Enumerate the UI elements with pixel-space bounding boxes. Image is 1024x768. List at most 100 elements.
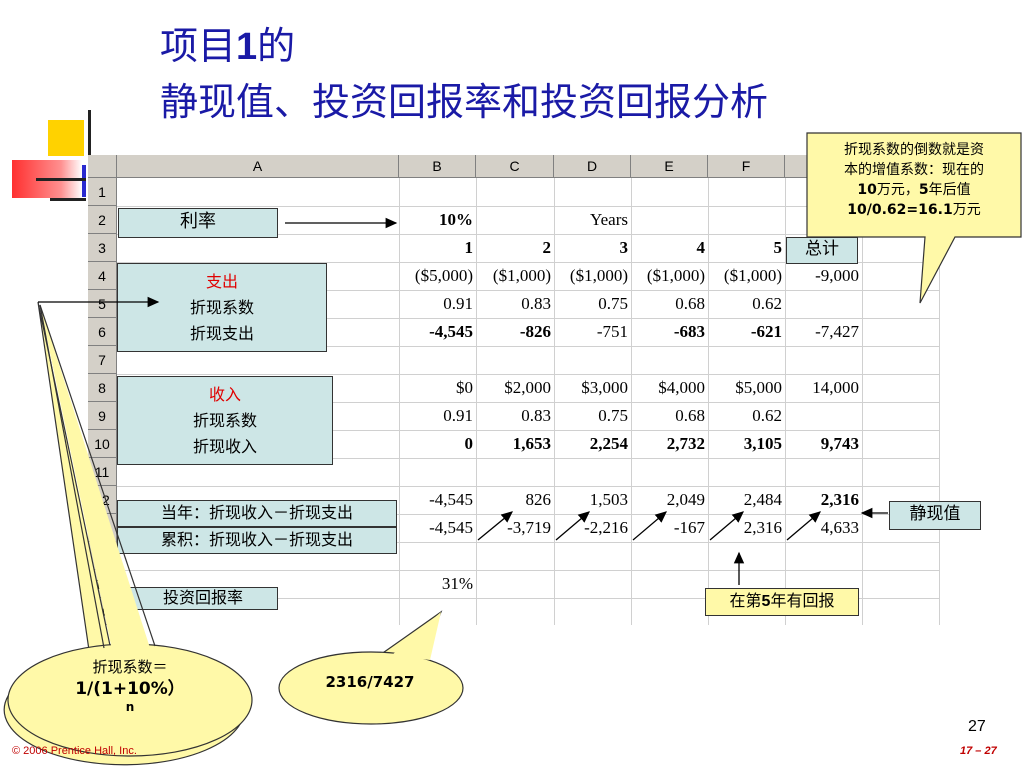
callout-top-right-text: 折现系数的倒数就是资 本的增值系数：现在的 10万元，5年后值 10/0.62=…: [844, 142, 984, 218]
label-payback: 在第5年有回报: [705, 588, 859, 616]
row-header-5: 5: [88, 290, 117, 318]
cell-r10-d: 2,254: [589, 434, 628, 453]
cell-r6-f: -621: [750, 322, 782, 341]
col-header-a: A: [117, 155, 399, 178]
cell-year-4: 4: [696, 238, 706, 257]
cell-r10-b: 0: [464, 434, 474, 453]
cell-years-label: Years: [590, 210, 628, 229]
label-current-year: 当年：折现收入－折现支出: [117, 500, 397, 527]
cell-r9-f: 0.62: [752, 406, 782, 425]
cell-r4-f: ($1,000): [723, 266, 782, 285]
cell-r4-e: ($1,000): [646, 266, 705, 285]
cell-r13-e: -167: [673, 518, 705, 537]
cell-r8-b: $0: [456, 378, 473, 397]
cell-r13-b: -4,545: [429, 518, 473, 537]
cell-r13-c: -3,719: [507, 518, 551, 537]
cell-r8-e: $4,000: [658, 378, 705, 397]
label-npv: 静现值: [889, 501, 981, 530]
cell-r10-g: 9,743: [820, 434, 859, 453]
cell-r12-e: 2,049: [666, 490, 705, 509]
cell-year-5: 5: [773, 238, 783, 257]
row-header-10: 10: [88, 430, 117, 458]
decor-logo: [0, 110, 120, 220]
arrow-g: [786, 511, 821, 541]
row-header-1: 1: [88, 178, 117, 206]
cell-r6-g: -7,427: [815, 322, 859, 341]
slide-title-line2: 静现值、投资回报率和投资回报分析: [160, 80, 769, 124]
cell-r12-d: 1,503: [589, 490, 628, 509]
callout-oval-ellipse: [278, 651, 464, 725]
row-header-2: 2: [88, 206, 117, 234]
page-number: 27: [968, 718, 986, 735]
callout-left-text: 折现系数＝ 1/(1+10%） n: [75, 658, 185, 714]
col-header-d: D: [554, 155, 631, 178]
cell-r8-c: $2,000: [504, 378, 551, 397]
cell-r5-b: 0.91: [443, 294, 473, 313]
cell-r9-d: 0.75: [598, 406, 628, 425]
cell-r6-e: -683: [673, 322, 705, 341]
cell-year-3: 3: [619, 238, 629, 257]
row-header-6: 6: [88, 318, 117, 346]
cell-year-1: 1: [464, 238, 474, 257]
cell-r10-c: 1,653: [512, 434, 551, 453]
cell-r13-d: -2,216: [584, 518, 628, 537]
col-header-f: F: [708, 155, 785, 178]
cell-r4-b: ($5,000): [414, 266, 473, 285]
cell-year-2: 2: [542, 238, 552, 257]
footer-slide-ref: 17 – 27: [960, 745, 997, 757]
arrow-f: [709, 511, 744, 541]
label-roi: 投资回报率: [128, 587, 278, 610]
cell-r12-f: 2,484: [743, 490, 782, 509]
label-expense-discounted: 折现支出: [189, 324, 254, 343]
cell-r13-f: 2,316: [743, 518, 782, 537]
cell-r10-f: 3,105: [743, 434, 782, 453]
label-cumulative: 累积：折现收入－折现支出: [117, 527, 397, 554]
cell-r9-b: 0.91: [443, 406, 473, 425]
slide-title-line1: 项目1的: [160, 24, 296, 68]
cell-rate-value: 10%: [439, 210, 473, 229]
callout-oval-text: 2316/7427: [325, 673, 415, 691]
label-rate: 利率: [118, 208, 278, 238]
callout-top-right-shape: [806, 132, 1022, 304]
cell-r6-b: -4,545: [429, 322, 473, 341]
cell-r5-d: 0.75: [598, 294, 628, 313]
cell-r12-c: 826: [525, 490, 552, 509]
row-header-8: 8: [88, 374, 117, 402]
cell-r6-d: -751: [596, 322, 628, 341]
cell-r4-d: ($1,000): [569, 266, 628, 285]
cell-r12-b: -4,545: [429, 490, 473, 509]
cell-r6-c: -826: [519, 322, 551, 341]
label-income-group: 收入 折现系数 折现收入: [117, 376, 333, 465]
row-header-4: 4: [88, 262, 117, 290]
col-header-e: E: [631, 155, 708, 178]
cell-roi-value: 31%: [441, 574, 473, 593]
label-expense-title: 支出: [205, 272, 238, 291]
cell-r8-g: 14,000: [812, 378, 859, 397]
label-income-discounted: 折现收入: [192, 437, 257, 456]
label-expense-group: 支出 折现系数 折现支出: [117, 263, 327, 352]
row-header-3: 3: [88, 234, 117, 262]
label-expense-factor: 折现系数: [189, 298, 254, 317]
cell-r10-e: 2,732: [666, 434, 705, 453]
cell-r8-f: $5,000: [735, 378, 782, 397]
label-income-factor: 折现系数: [192, 411, 257, 430]
cell-r4-g: -9,000: [815, 266, 859, 285]
cell-r5-e: 0.68: [675, 294, 705, 313]
col-header-c: C: [476, 155, 554, 178]
arrow-e: [632, 511, 667, 541]
row-header-9: 9: [88, 402, 117, 430]
cell-r12-g: 2,316: [820, 490, 859, 509]
cell-r9-c: 0.83: [521, 406, 551, 425]
cell-r5-f: 0.62: [752, 294, 782, 313]
label-total: 总计: [786, 237, 858, 264]
cell-r13-g: 4,633: [820, 518, 859, 537]
label-income-title: 收入: [208, 385, 241, 404]
arrow-c: [477, 511, 514, 541]
cell-r5-c: 0.83: [521, 294, 551, 313]
cell-r4-c: ($1,000): [492, 266, 551, 285]
col-header-b: B: [399, 155, 476, 178]
row-header-7: 7: [88, 346, 117, 374]
cell-r8-d: $3,000: [581, 378, 628, 397]
cell-r9-e: 0.68: [675, 406, 705, 425]
